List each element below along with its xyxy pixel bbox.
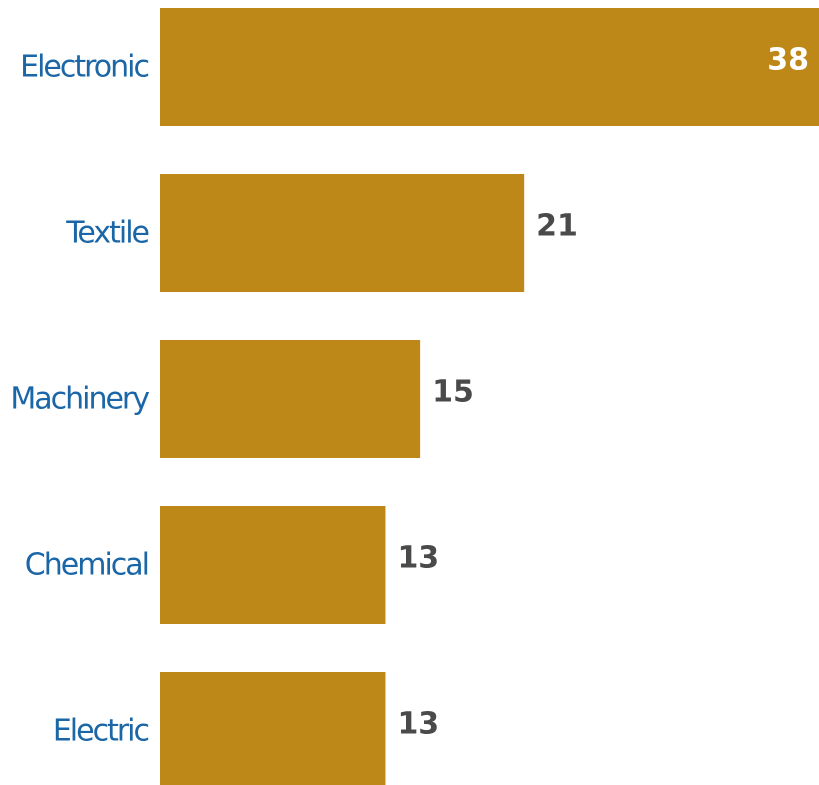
bar-machinery [160, 340, 421, 458]
bar-electric [160, 672, 386, 785]
value-labels-group: 38 21 15 13 13 [397, 43, 809, 742]
category-label-textile: Textile [65, 216, 148, 251]
value-label-chemical: 13 [397, 541, 439, 576]
bar-electronic [160, 8, 819, 126]
category-label-electric: Electric [53, 714, 149, 749]
category-label-electronic: Electronic [20, 50, 148, 85]
value-label-electric: 13 [397, 707, 439, 742]
bar-textile [160, 174, 525, 292]
bars-group [160, 8, 819, 785]
category-label-machinery: Machinery [10, 382, 149, 417]
value-label-textile: 21 [536, 209, 578, 244]
category-labels-group: Electronic Textile Machinery Chemical Electr… [10, 50, 151, 749]
value-label-machinery: 15 [432, 375, 474, 410]
category-label-chemical: Chemical [25, 548, 148, 583]
value-label-electronic: 38 [767, 43, 809, 78]
bar-chemical [160, 506, 386, 624]
